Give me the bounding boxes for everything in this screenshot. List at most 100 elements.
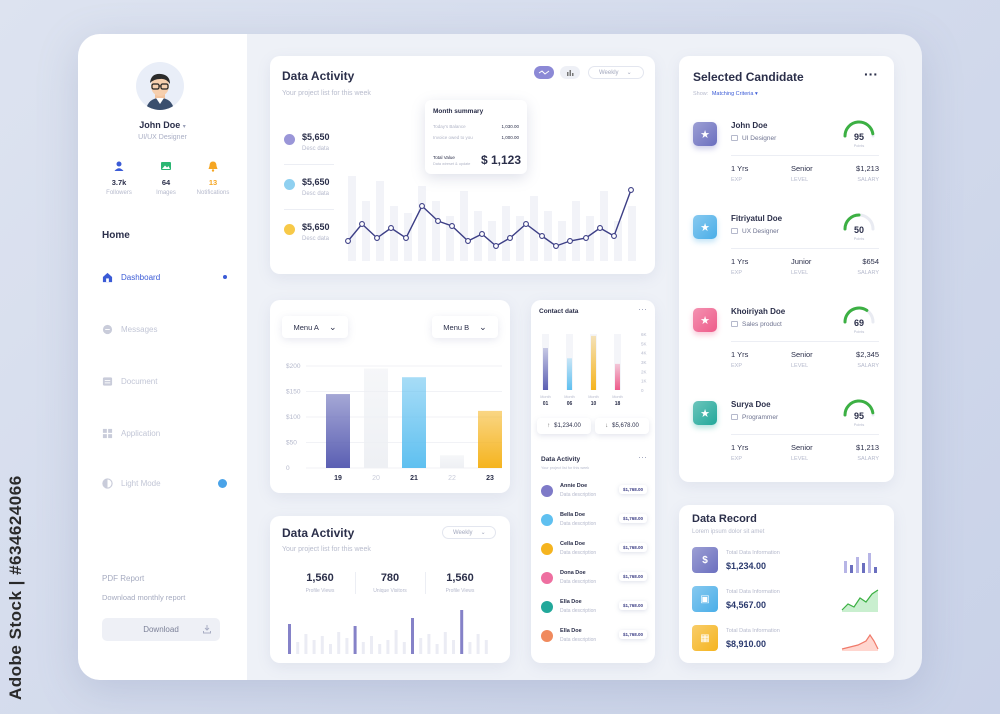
more-icon[interactable]: ··· bbox=[638, 452, 647, 462]
line-point bbox=[567, 238, 573, 244]
person-avatar bbox=[541, 601, 553, 613]
candidate-role-label: UX Designer bbox=[742, 228, 779, 235]
summary-row-value: 1,030.00 bbox=[501, 124, 519, 129]
list-item[interactable]: Cella Doe Data description $1,768.00 bbox=[541, 540, 647, 564]
bar bbox=[478, 410, 502, 468]
kpi-item: 780 Unique Visitors bbox=[358, 572, 422, 594]
candidate-item[interactable]: ★ John Doe UI Designer 95 Points 1 Yrs E… bbox=[693, 120, 879, 204]
list-item[interactable]: Ella Doe Data description $1,768.00 bbox=[541, 627, 647, 651]
bar-chart-toggle[interactable] bbox=[560, 66, 580, 79]
nav-label: Dashboard bbox=[121, 272, 161, 282]
kpi-item: 1,560 Profile Views bbox=[428, 572, 492, 594]
candidate-item[interactable]: ★ Khoiriyah Doe Sales product 69 Points … bbox=[693, 306, 879, 390]
background-bar bbox=[572, 201, 580, 261]
salary-label: SALARY bbox=[857, 270, 879, 276]
download-report-link[interactable]: Download monthly report bbox=[102, 593, 186, 602]
kpi-value: 1,560 bbox=[446, 572, 474, 584]
x-tick-label: 23 bbox=[486, 475, 494, 482]
nav-item-application[interactable]: Application bbox=[102, 425, 227, 441]
person-amount: $1,768.00 bbox=[618, 572, 647, 581]
y-tick-label: $100 bbox=[286, 414, 301, 421]
avatar[interactable] bbox=[136, 62, 184, 110]
more-icon[interactable]: ··· bbox=[864, 66, 878, 82]
summary-row-label: Today's Balance bbox=[433, 124, 466, 129]
background-bar bbox=[460, 191, 468, 261]
nav-item-messages[interactable]: Messages bbox=[102, 321, 227, 337]
filter-row[interactable]: Show: Matching Criteria ▾ bbox=[693, 91, 758, 97]
nav-heading-home: Home bbox=[102, 230, 130, 241]
record-value: $4,567.00 bbox=[726, 600, 767, 610]
record-label: Total Data Information bbox=[726, 550, 780, 556]
bar bbox=[402, 377, 426, 468]
person-name: Dona Doe bbox=[560, 570, 586, 576]
nav-item-document[interactable]: Document bbox=[102, 373, 227, 389]
line-point bbox=[388, 225, 394, 231]
level-value: Senior bbox=[791, 443, 813, 452]
menu-b-dropdown[interactable]: Menu B ⌄ bbox=[432, 316, 498, 338]
document-icon bbox=[102, 376, 113, 386]
period-dropdown[interactable]: Weekly ⌄ bbox=[442, 526, 496, 539]
background-bar bbox=[362, 201, 370, 261]
summary-total-sub: Data wireset & update bbox=[433, 162, 471, 166]
line-chart-toggle[interactable] bbox=[534, 66, 554, 79]
spark-bar bbox=[329, 644, 332, 654]
briefcase-icon bbox=[731, 135, 738, 141]
menu-b-label: Menu B bbox=[443, 322, 470, 332]
legend-dot bbox=[284, 224, 295, 235]
spark-bar bbox=[443, 632, 447, 654]
line-point bbox=[523, 221, 529, 227]
stat-followers[interactable]: 3.7k Followers bbox=[96, 160, 142, 196]
period-dropdown[interactable]: Weekly ⌄ bbox=[588, 66, 644, 79]
background-bar bbox=[348, 176, 356, 261]
list-item[interactable]: Bella Doe Data description $1,768.00 bbox=[541, 511, 647, 535]
card-title: Data Activity bbox=[282, 526, 355, 540]
user-name[interactable]: John Doe ▾ bbox=[139, 120, 186, 130]
score-value: 69 bbox=[853, 318, 864, 328]
line-point bbox=[345, 238, 351, 244]
person-desc: Data description bbox=[560, 550, 597, 556]
candidate-name: John Doe bbox=[731, 121, 768, 130]
nav-label: Document bbox=[121, 376, 158, 386]
list-item[interactable]: Dona Doe Data description $1,768.00 bbox=[541, 569, 647, 593]
legend-dot bbox=[284, 179, 295, 190]
list-item[interactable]: Annie Doe Data description $1,768.00 bbox=[541, 482, 647, 506]
score-label: Points bbox=[853, 423, 865, 427]
candidate-item[interactable]: ★ Surya Doe Programmer 95 Points 1 Yrs E… bbox=[693, 399, 879, 483]
person-name: Bella Doe bbox=[560, 512, 586, 518]
arrow-down-icon: ↓ bbox=[605, 423, 609, 429]
level-value: Senior bbox=[791, 164, 813, 173]
period-value: Weekly bbox=[453, 529, 473, 536]
stat-notifications[interactable]: 13 Notifications bbox=[190, 160, 236, 196]
record-item[interactable]: ▦ Total Data Information $8,910.00 bbox=[692, 625, 882, 657]
record-item[interactable]: $ Total Data Information $1,234.00 bbox=[692, 547, 882, 579]
exp-value: 1 Yrs bbox=[731, 350, 749, 359]
download-button-label: Download bbox=[143, 625, 179, 634]
down-amount: $5,678.00 bbox=[612, 423, 639, 429]
record-item[interactable]: ▣ Total Data Information $4,567.00 bbox=[692, 586, 882, 618]
candidate-item[interactable]: ★ Fitriyatul Doe UX Designer 50 Points 1… bbox=[693, 213, 879, 297]
background-bar bbox=[530, 196, 538, 261]
download-icon bbox=[203, 625, 211, 634]
card-title: Selected Candidate bbox=[693, 70, 804, 84]
line-point bbox=[611, 233, 617, 239]
nav-item-light-mode[interactable]: Light Mode bbox=[102, 475, 227, 491]
background-bar bbox=[558, 221, 566, 261]
exp-label: EXP bbox=[731, 177, 743, 183]
line-point bbox=[374, 235, 380, 241]
list-item[interactable]: Ella Doe Data description $1,768.00 bbox=[541, 598, 647, 622]
spark-bar bbox=[378, 644, 382, 654]
salary-value: $1,213 bbox=[856, 164, 879, 173]
chevron-down-icon[interactable]: ▾ bbox=[182, 124, 186, 130]
more-icon[interactable]: ··· bbox=[638, 304, 647, 314]
person-name: Cella Doe bbox=[560, 541, 586, 547]
person-name: Ella Doe bbox=[560, 628, 582, 634]
light-mode-toggle[interactable] bbox=[218, 478, 227, 488]
nav-item-dashboard[interactable]: Dashboard bbox=[102, 269, 227, 285]
menu-a-dropdown[interactable]: Menu A ⌄ bbox=[282, 316, 348, 338]
legend-label: Desc data bbox=[302, 191, 330, 197]
spark-bar bbox=[411, 618, 414, 654]
download-button[interactable]: Download bbox=[102, 618, 220, 641]
background-bar bbox=[418, 186, 426, 261]
stat-images[interactable]: 64 Images bbox=[143, 160, 189, 196]
selected-candidate-card: Selected Candidate ··· Show: Matching Cr… bbox=[679, 56, 894, 482]
